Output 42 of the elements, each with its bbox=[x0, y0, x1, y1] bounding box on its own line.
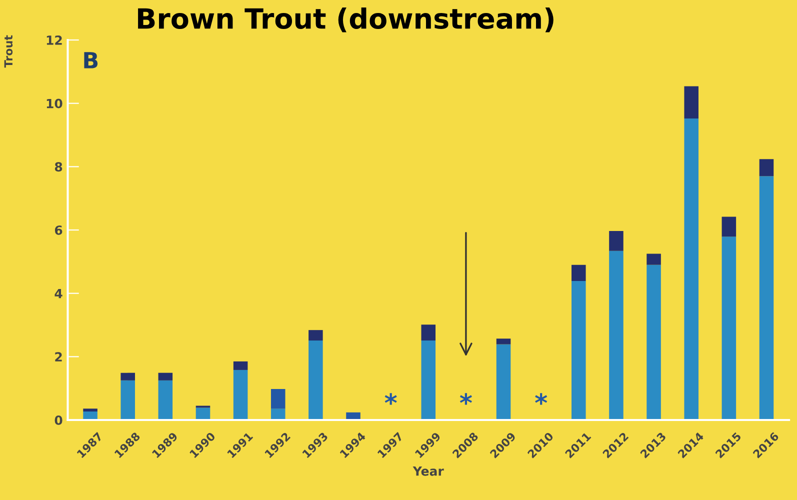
bar bbox=[158, 372, 173, 380]
bar bbox=[684, 86, 698, 119]
y-tick-label: 2 bbox=[55, 352, 62, 362]
y-tick-label: 8 bbox=[54, 162, 62, 172]
y-axis-title: Trout bbox=[4, 35, 13, 68]
bar bbox=[270, 408, 286, 420]
annotation: * bbox=[535, 393, 548, 405]
y-tick-label: 4 bbox=[54, 288, 62, 298]
bar bbox=[83, 408, 98, 412]
bar bbox=[572, 280, 586, 420]
bar bbox=[233, 361, 248, 370]
bar bbox=[609, 230, 624, 251]
bar bbox=[496, 338, 511, 344]
bar bbox=[684, 118, 698, 420]
x-axis-title: Year bbox=[412, 466, 444, 476]
bar bbox=[308, 330, 323, 341]
bar bbox=[233, 370, 248, 420]
bar bbox=[196, 408, 210, 420]
chart-title: Brown Trout (downstream) bbox=[138, 8, 554, 32]
bar bbox=[421, 340, 436, 420]
annotation: * bbox=[460, 393, 472, 405]
bar bbox=[646, 264, 661, 420]
bar bbox=[270, 388, 286, 409]
bar bbox=[646, 254, 661, 265]
bar bbox=[421, 324, 436, 341]
bar bbox=[722, 216, 736, 237]
bar bbox=[572, 264, 586, 281]
bar bbox=[722, 236, 736, 420]
bar bbox=[759, 159, 774, 176]
bar bbox=[496, 344, 511, 420]
annotation: B bbox=[84, 52, 98, 68]
bar bbox=[609, 250, 624, 420]
y-tick-label: 10 bbox=[46, 98, 62, 108]
bar bbox=[158, 380, 173, 420]
bar bbox=[308, 340, 323, 420]
annotation: * bbox=[384, 393, 397, 405]
bar bbox=[759, 176, 774, 420]
y-tick-label: 6 bbox=[54, 225, 62, 235]
bar bbox=[120, 380, 135, 420]
y-tick-label: 0 bbox=[54, 415, 62, 425]
bar bbox=[120, 372, 135, 380]
y-tick-label: 12 bbox=[46, 35, 62, 45]
